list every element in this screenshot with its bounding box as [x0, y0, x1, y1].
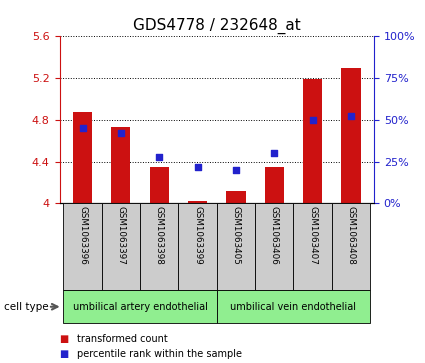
Point: [194, 164, 201, 170]
Text: GSM1063405: GSM1063405: [232, 206, 241, 265]
Point: [117, 130, 124, 136]
Text: ■: ■: [60, 334, 69, 344]
Bar: [227, 191, 246, 203]
Text: GSM1063398: GSM1063398: [155, 206, 164, 265]
Bar: [63, 203, 102, 290]
Bar: [150, 167, 169, 203]
Bar: [102, 203, 140, 290]
Bar: [332, 203, 370, 290]
Point: [232, 167, 239, 173]
Bar: [217, 203, 255, 290]
Bar: [217, 290, 370, 323]
Bar: [341, 68, 360, 203]
Text: cell type: cell type: [4, 302, 49, 312]
Point: [348, 114, 354, 119]
Text: GSM1063396: GSM1063396: [78, 206, 87, 265]
Bar: [63, 290, 217, 323]
Text: GSM1063408: GSM1063408: [346, 206, 355, 265]
Point: [156, 154, 163, 159]
Bar: [73, 113, 92, 203]
Text: GSM1063407: GSM1063407: [308, 206, 317, 265]
Text: percentile rank within the sample: percentile rank within the sample: [76, 349, 241, 359]
Text: umbilical vein endothelial: umbilical vein endothelial: [230, 302, 357, 312]
Bar: [303, 79, 322, 203]
Point: [309, 117, 316, 123]
Title: GDS4778 / 232648_at: GDS4778 / 232648_at: [133, 17, 300, 33]
Point: [79, 125, 86, 131]
Text: GSM1063406: GSM1063406: [270, 206, 279, 265]
Bar: [140, 203, 178, 290]
Text: umbilical artery endothelial: umbilical artery endothelial: [73, 302, 207, 312]
Text: GSM1063397: GSM1063397: [116, 206, 125, 265]
Point: [271, 150, 278, 156]
Bar: [265, 167, 284, 203]
Bar: [255, 203, 293, 290]
Text: ■: ■: [60, 349, 69, 359]
Text: transformed count: transformed count: [76, 334, 167, 344]
Bar: [111, 127, 130, 203]
Bar: [188, 201, 207, 203]
Bar: [178, 203, 217, 290]
Bar: [293, 203, 332, 290]
Text: GSM1063399: GSM1063399: [193, 206, 202, 265]
